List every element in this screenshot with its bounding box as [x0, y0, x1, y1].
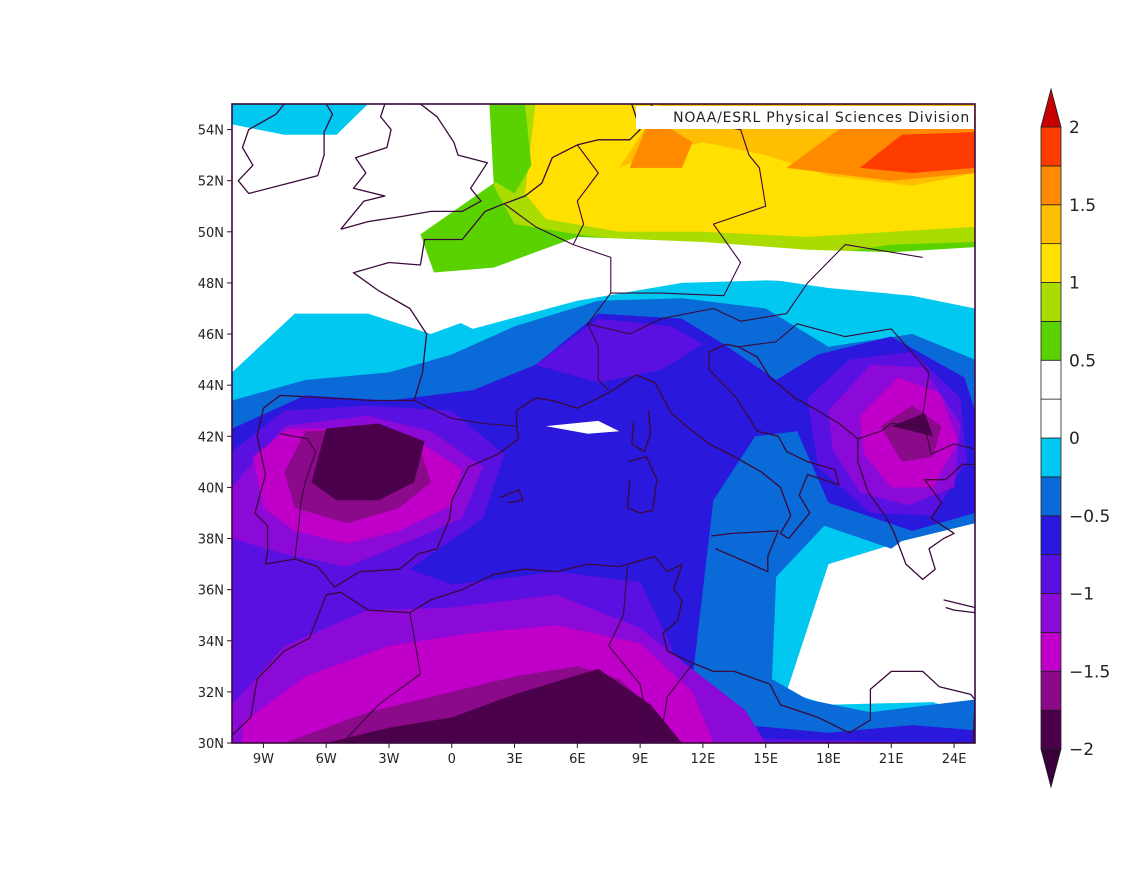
colorbar-bin: [1040, 709, 1062, 750]
colorbar-bin: [1040, 631, 1062, 672]
x-tick-label: 0: [448, 752, 456, 767]
y-tick-label: 48N: [198, 277, 224, 292]
contour-region-cyan-nw: [232, 104, 368, 135]
coastline-layer: [232, 104, 975, 743]
border-dz-tn: [608, 566, 652, 739]
colorbar-bin: [1040, 282, 1062, 322]
colorbar-label: 1: [1069, 274, 1080, 294]
colorbar-bin: [1040, 670, 1062, 711]
colorbar-label: 0.5: [1069, 351, 1096, 371]
contour-region-green-nw: [489, 104, 532, 194]
colorbar-bin: [1040, 204, 1062, 245]
coastline-britain-west: [340, 104, 392, 230]
colorbar-label: −1: [1069, 585, 1094, 605]
colorbar-bin: [1040, 554, 1062, 594]
y-tick-label: 46N: [198, 328, 224, 343]
coastline-britain: [340, 104, 488, 230]
border-es-fr: [413, 400, 517, 427]
x-tick-label: 12E: [691, 752, 716, 767]
y-tick-label: 54N: [198, 124, 224, 139]
y-tick-label: 36N: [198, 584, 224, 599]
credit-label: NOAA/ESRL Physical Sciences Division: [673, 110, 970, 126]
contour-region-white-se: [845, 523, 975, 687]
x-tick-label: 6W: [316, 752, 337, 767]
border-balkans: [738, 323, 975, 455]
x-tick-label: 3E: [506, 752, 523, 767]
x-tick-label: 18E: [816, 752, 841, 767]
coastline-north-africa: [232, 555, 975, 736]
colorbar-bin: [1040, 398, 1062, 439]
contour-region-white-eddy: [545, 420, 620, 434]
x-tick-label: 6E: [569, 752, 586, 767]
y-tick-label: 52N: [198, 175, 224, 190]
contour-region--2.0b: [326, 668, 682, 743]
colorbar-label: −1.5: [1069, 662, 1110, 682]
colorbar-bin: [1040, 243, 1062, 283]
axis-ticks: 9W 6W 3W 0 3E 6E 9E 12E 15E 18E 21E 24E 30N 32N 34N 36N…: [198, 124, 967, 767]
colorbar-bin: [1040, 165, 1062, 206]
colorbar-bin: [1040, 437, 1062, 478]
colorbar-bin: [1040, 515, 1062, 556]
colorbar-bin: [1040, 126, 1062, 167]
coastline-crete: [943, 599, 975, 614]
y-tick-label: 40N: [198, 481, 224, 496]
contour-region-0.0-band: [389, 236, 975, 329]
x-tick-label: 15E: [753, 752, 778, 767]
contour-region--1.0c: [535, 318, 703, 383]
colorbar-bin: [1040, 359, 1062, 400]
credit-box: NOAA/ESRL Physical Sciences Division: [636, 106, 974, 129]
colorbar-label: 0: [1069, 429, 1080, 449]
coastline-iberia-south: [254, 343, 975, 588]
colorbar-bin: [1040, 476, 1062, 517]
colorbar-bin: [1040, 593, 1062, 633]
coastline-corsica: [631, 410, 652, 453]
y-tick-label: 34N: [198, 635, 224, 650]
plot-frame: [231, 103, 976, 744]
coastline-mallorca: [499, 489, 524, 504]
y-tick-label: 38N: [198, 533, 224, 548]
colorbar-under-arrow: [1040, 748, 1062, 789]
x-tick-label: 9W: [253, 752, 274, 767]
anomaly-field-layer: [232, 104, 975, 743]
x-tick-label: 24E: [942, 752, 967, 767]
colorbar-label: −0.5: [1069, 507, 1110, 527]
contour-region-1.5: [629, 116, 693, 168]
border-tn-ly: [660, 663, 693, 736]
contour-region-1.75: [859, 132, 975, 173]
contour-region-0.25: [232, 104, 494, 245]
y-tick-label: 44N: [198, 379, 224, 394]
y-tick-label: 42N: [198, 430, 224, 445]
coastline-sardinia: [626, 456, 658, 514]
colorbar-bin: [1040, 320, 1062, 361]
x-tick-label: 21E: [879, 752, 904, 767]
y-tick-label: 30N: [198, 737, 224, 752]
border-ma-dz: [346, 612, 421, 739]
contour-region--2.0: [311, 423, 425, 501]
colorbar-label: 2: [1069, 118, 1080, 138]
border-balkans2: [857, 422, 923, 440]
coastline-ireland: [237, 104, 334, 195]
colorbar-over-arrow: [1040, 87, 1062, 128]
border-de-west: [572, 144, 599, 245]
coastline-sicily: [711, 530, 779, 573]
border-pt-es: [279, 433, 317, 560]
colorbar-label: 1.5: [1069, 196, 1096, 216]
y-tick-label: 50N: [198, 226, 224, 241]
x-tick-label: 3W: [378, 752, 399, 767]
x-tick-label: 9E: [632, 752, 649, 767]
border-alps: [587, 244, 923, 335]
colorbar-label: −2: [1069, 740, 1094, 760]
y-tick-label: 32N: [198, 686, 224, 701]
colorbar: 2 1.5 1 0.5 0 −0.5 −1 −1.5 −2: [1040, 87, 1110, 789]
